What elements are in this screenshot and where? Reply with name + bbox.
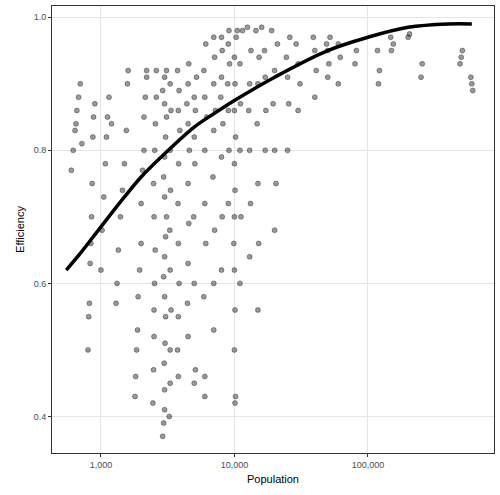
svg-text:0.6: 0.6 xyxy=(34,279,47,289)
svg-text:0.8: 0.8 xyxy=(34,145,47,155)
svg-text:10,000: 10,000 xyxy=(221,460,249,470)
svg-text:100,000: 100,000 xyxy=(352,460,385,470)
svg-text:0.4: 0.4 xyxy=(34,412,47,422)
svg-text:Population: Population xyxy=(247,473,299,485)
svg-text:1,000: 1,000 xyxy=(90,460,113,470)
svg-text:1.0: 1.0 xyxy=(34,12,47,22)
svg-text:Efficiency: Efficiency xyxy=(14,206,26,253)
